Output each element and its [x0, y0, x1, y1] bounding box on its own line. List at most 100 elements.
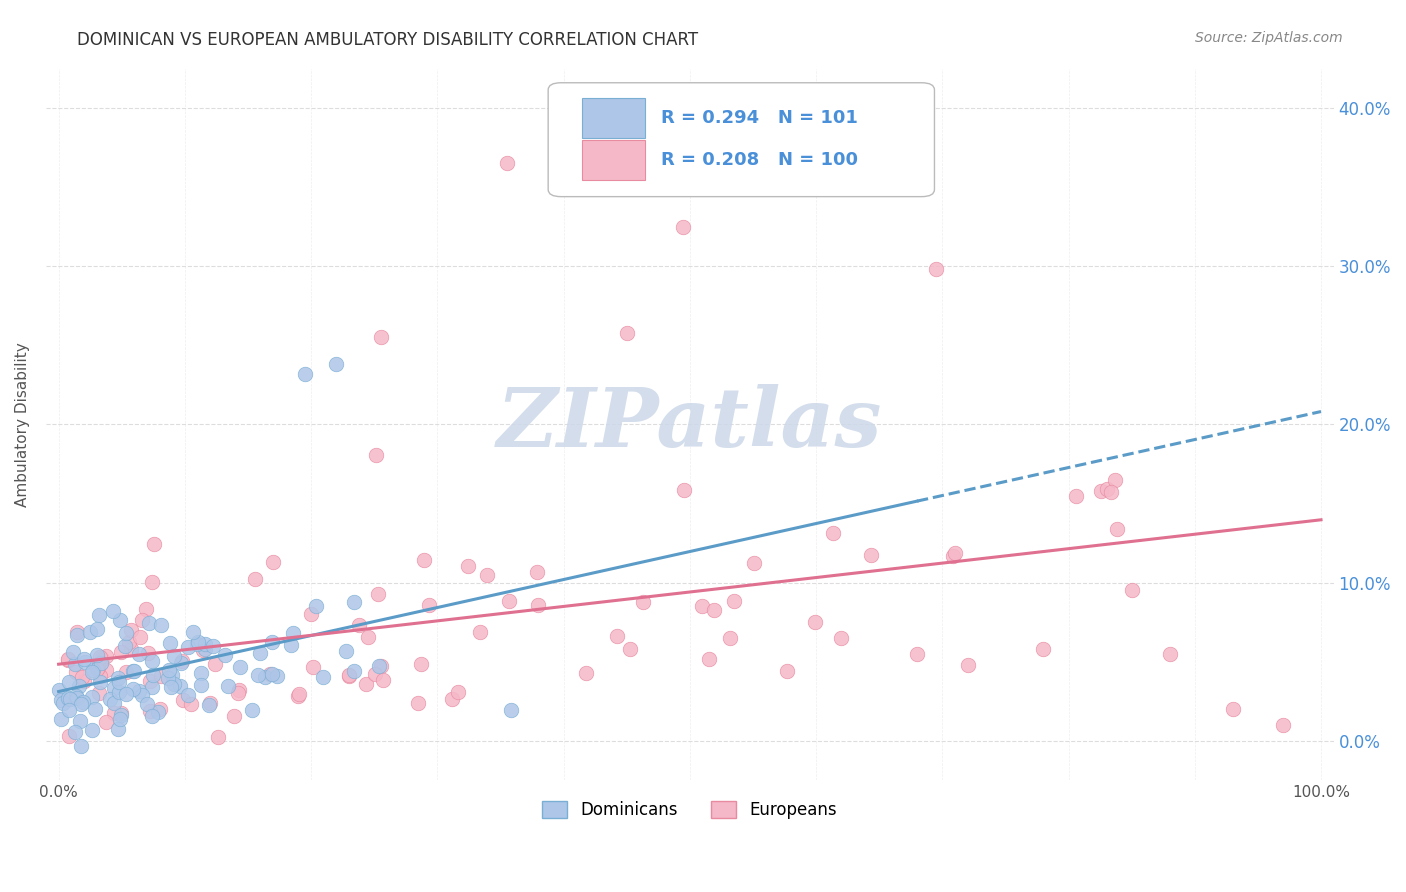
Point	[672, 219, 695, 234]
Point	[135, 602, 157, 616]
Point	[207, 731, 229, 745]
Point	[65, 690, 87, 704]
Point	[302, 659, 325, 673]
Point	[79, 624, 101, 639]
Point	[156, 672, 179, 686]
Point	[63, 725, 86, 739]
Point	[148, 706, 170, 720]
Point	[120, 642, 142, 657]
Point	[141, 654, 163, 668]
Point	[343, 595, 366, 609]
Point	[690, 599, 713, 613]
Point	[180, 697, 202, 711]
Point	[1222, 702, 1244, 716]
Point	[163, 648, 186, 663]
Point	[266, 669, 288, 683]
Point	[108, 613, 131, 627]
Point	[186, 638, 208, 652]
Point	[194, 641, 217, 656]
Point	[198, 696, 221, 710]
Point	[48, 683, 70, 698]
Point	[82, 663, 104, 677]
Point	[259, 667, 281, 681]
Point	[181, 625, 204, 640]
Point	[370, 330, 392, 344]
Point	[49, 693, 72, 707]
Text: R = 0.208   N = 100: R = 0.208 N = 100	[661, 152, 859, 169]
Point	[114, 640, 136, 654]
Point	[606, 629, 628, 643]
Point	[672, 483, 695, 497]
Point	[373, 673, 395, 688]
Point	[63, 657, 86, 672]
Point	[337, 667, 360, 681]
Point	[82, 723, 104, 737]
Point	[160, 680, 183, 694]
Point	[202, 640, 225, 654]
Point	[229, 659, 252, 673]
Point	[101, 604, 124, 618]
Text: ZIPatlas: ZIPatlas	[498, 384, 883, 465]
Point	[370, 658, 392, 673]
Point	[139, 673, 162, 688]
Point	[150, 618, 173, 632]
Point	[288, 686, 311, 700]
Point	[162, 668, 184, 682]
Point	[194, 637, 217, 651]
Point	[98, 691, 121, 706]
Point	[83, 702, 105, 716]
Point	[89, 650, 111, 665]
Point	[103, 681, 125, 696]
Point	[1105, 522, 1128, 536]
Point	[70, 669, 93, 683]
Point	[742, 556, 765, 570]
Point	[325, 357, 347, 371]
Point	[190, 678, 212, 692]
Point	[204, 657, 226, 671]
Point	[1090, 483, 1112, 498]
Point	[335, 644, 357, 658]
Point	[80, 665, 103, 679]
Point	[49, 712, 72, 726]
Point	[108, 712, 131, 726]
Point	[89, 669, 111, 683]
Point	[139, 704, 162, 718]
Point	[90, 656, 112, 670]
Point	[190, 666, 212, 681]
Point	[804, 615, 827, 629]
Point	[475, 568, 498, 582]
Point	[246, 668, 269, 682]
Point	[495, 156, 517, 170]
Point	[70, 697, 93, 711]
Point	[631, 595, 654, 609]
Point	[94, 664, 117, 678]
Point	[280, 638, 302, 652]
Point	[697, 652, 720, 666]
Point	[86, 648, 108, 662]
Point	[128, 683, 150, 698]
Point	[120, 624, 142, 638]
Point	[299, 607, 322, 622]
Point	[1121, 583, 1143, 598]
Point	[214, 648, 236, 663]
Point	[58, 675, 80, 690]
Point	[141, 574, 163, 589]
Point	[499, 703, 522, 717]
Point	[86, 622, 108, 636]
Point	[222, 708, 245, 723]
Point	[69, 714, 91, 729]
Point	[526, 565, 548, 579]
Text: R = 0.294   N = 101: R = 0.294 N = 101	[661, 109, 858, 127]
Point	[245, 572, 267, 586]
Point	[187, 634, 209, 648]
Point	[1104, 473, 1126, 487]
Point	[440, 692, 463, 706]
Point	[110, 708, 132, 723]
Point	[170, 654, 193, 668]
Point	[87, 659, 110, 673]
Point	[312, 670, 335, 684]
Point	[447, 685, 470, 699]
Point	[142, 668, 165, 682]
Point	[73, 652, 96, 666]
Point	[107, 723, 129, 737]
